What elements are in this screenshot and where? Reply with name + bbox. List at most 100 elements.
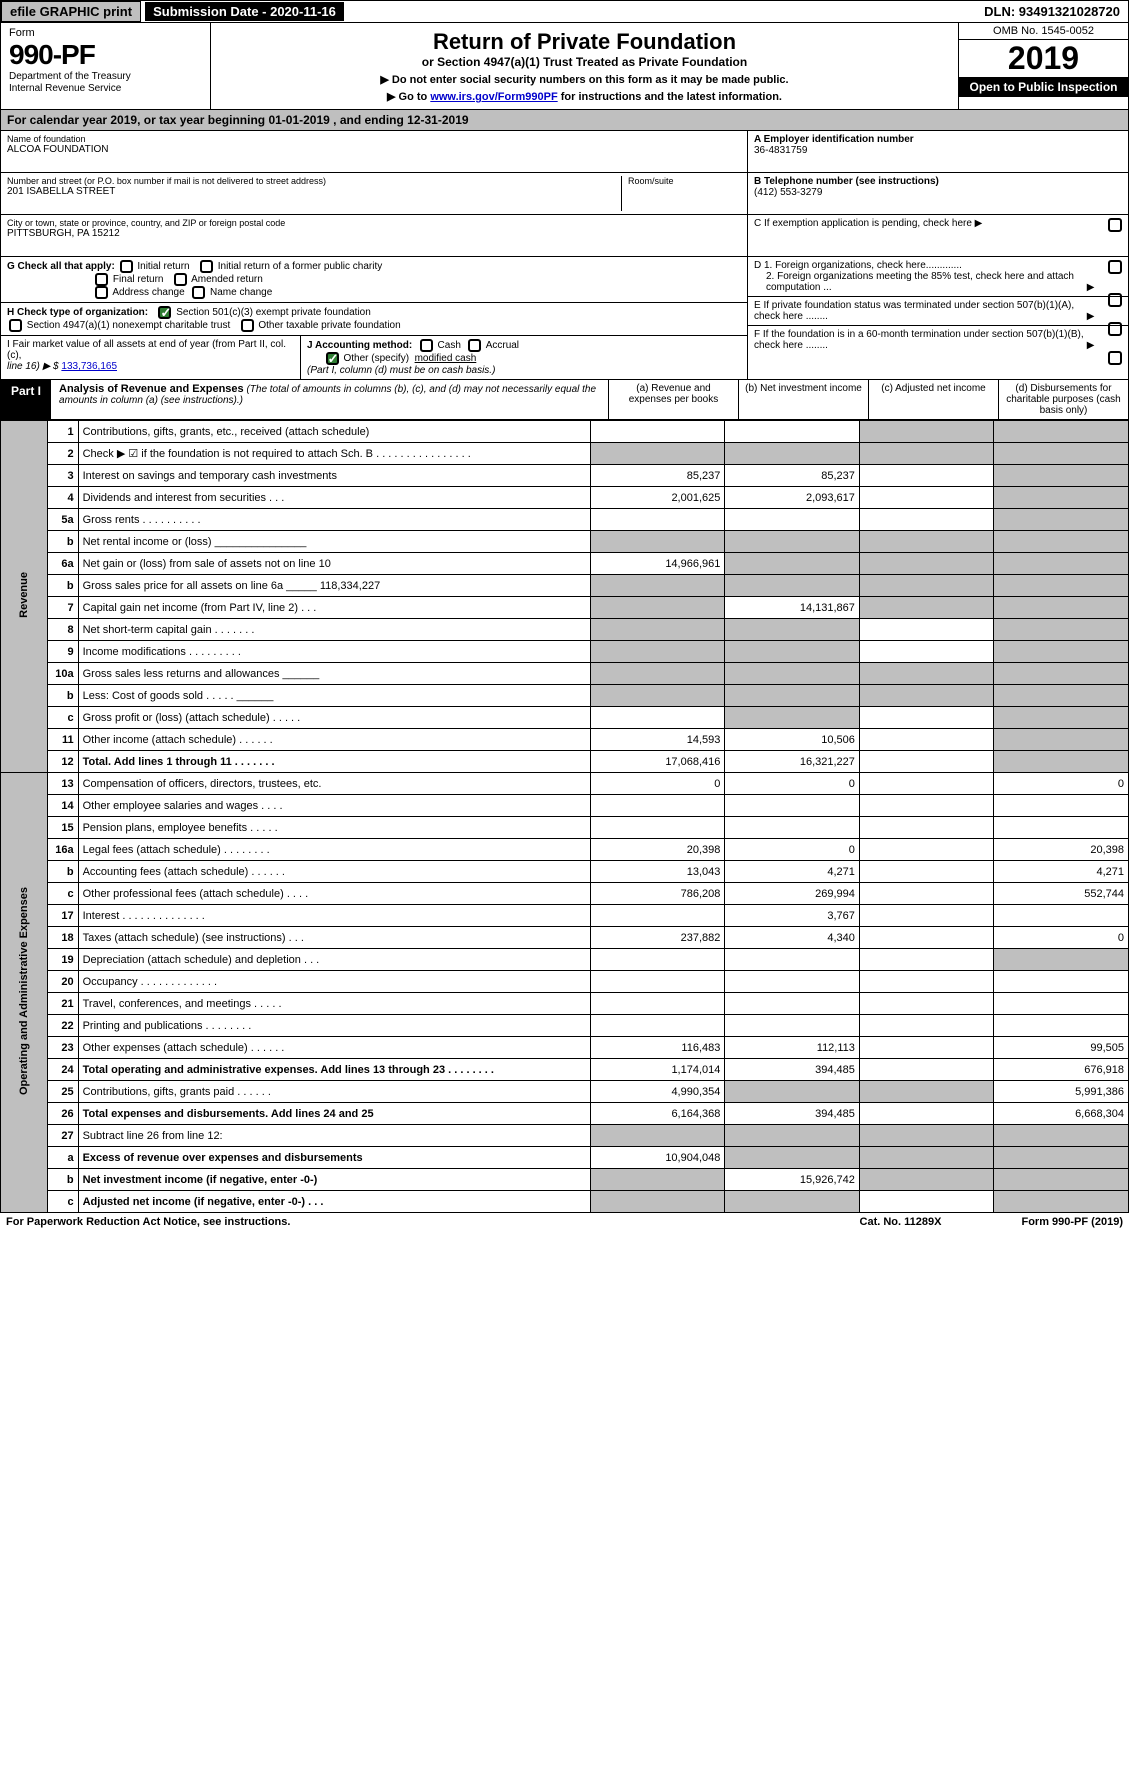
other-taxable-checkbox[interactable] — [241, 319, 254, 332]
line-number: 25 — [47, 1081, 78, 1103]
table-row: 8Net short-term capital gain . . . . . .… — [1, 619, 1129, 641]
line-value-a: 6,164,368 — [590, 1103, 725, 1125]
line-value-d — [994, 729, 1129, 751]
phone: (412) 553-3279 — [754, 187, 822, 198]
line-value-a — [590, 443, 725, 465]
line-value-d: 0 — [994, 927, 1129, 949]
table-row: 16aLegal fees (attach schedule) . . . . … — [1, 839, 1129, 861]
exemption-pending-checkbox[interactable] — [1108, 218, 1122, 232]
line-value-a — [590, 597, 725, 619]
amended-return-checkbox[interactable] — [174, 273, 187, 286]
address-label: Number and street (or P.O. box number if… — [7, 176, 621, 186]
line-value-b: 394,485 — [725, 1059, 860, 1081]
final-return-checkbox[interactable] — [95, 273, 108, 286]
line-value-d — [994, 443, 1129, 465]
line-description: Occupancy . . . . . . . . . . . . . — [78, 971, 590, 993]
footer: For Paperwork Reduction Act Notice, see … — [0, 1213, 1129, 1231]
60-month-checkbox[interactable] — [1108, 351, 1122, 365]
line-value-b — [725, 993, 860, 1015]
line-value-b — [725, 553, 860, 575]
table-row: 6aNet gain or (loss) from sale of assets… — [1, 553, 1129, 575]
header-left: Form 990-PF Department of the Treasury I… — [1, 23, 211, 109]
section-i: I Fair market value of all assets at end… — [1, 336, 301, 379]
line-value-c — [859, 883, 994, 905]
line-number: c — [47, 707, 78, 729]
line-number: 20 — [47, 971, 78, 993]
initial-return-former-checkbox[interactable] — [200, 260, 213, 273]
line-value-b — [725, 575, 860, 597]
line-value-b — [725, 971, 860, 993]
foreign-org-checkbox[interactable] — [1108, 260, 1122, 274]
line-value-a — [590, 1191, 725, 1213]
line-value-d — [994, 619, 1129, 641]
section-f: F If the foundation is in a 60-month ter… — [748, 326, 1128, 354]
line-value-d — [994, 751, 1129, 773]
line-value-a: 13,043 — [590, 861, 725, 883]
line-value-a — [590, 619, 725, 641]
line-description: Capital gain net income (from Part IV, l… — [78, 597, 590, 619]
line-value-c — [859, 575, 994, 597]
line-value-a — [590, 421, 725, 443]
line-description: Income modifications . . . . . . . . . — [78, 641, 590, 663]
table-row: 21Travel, conferences, and meetings . . … — [1, 993, 1129, 1015]
initial-return-checkbox[interactable] — [120, 260, 133, 273]
line-value-a — [590, 1125, 725, 1147]
line-value-c — [859, 597, 994, 619]
form990pf-link[interactable]: www.irs.gov/Form990PF — [430, 91, 557, 103]
status-terminated-checkbox[interactable] — [1108, 322, 1122, 336]
table-row: bAccounting fees (attach schedule) . . .… — [1, 861, 1129, 883]
line-value-a — [590, 575, 725, 597]
line-description: Accounting fees (attach schedule) . . . … — [78, 861, 590, 883]
line-value-d — [994, 905, 1129, 927]
ein-label: A Employer identification number — [754, 134, 914, 145]
line-value-a — [590, 949, 725, 971]
line-value-c — [859, 1059, 994, 1081]
foreign-85-checkbox[interactable] — [1108, 293, 1122, 307]
name-change-checkbox[interactable] — [192, 286, 205, 299]
efile-button[interactable]: efile GRAPHIC print — [1, 1, 141, 22]
line-value-b: 14,131,867 — [725, 597, 860, 619]
accrual-checkbox[interactable] — [468, 339, 481, 352]
line-number: b — [47, 1169, 78, 1191]
foundation-name: ALCOA FOUNDATION — [7, 144, 741, 155]
table-row: cOther professional fees (attach schedul… — [1, 883, 1129, 905]
line-description: Interest . . . . . . . . . . . . . . — [78, 905, 590, 927]
submission-date: Submission Date - 2020-11-16 — [145, 2, 344, 21]
part-1-label: Part I — [1, 380, 51, 419]
line-value-b — [725, 795, 860, 817]
line-value-d — [994, 487, 1129, 509]
form-header: Form 990-PF Department of the Treasury I… — [0, 23, 1129, 110]
line-description: Compensation of officers, directors, tru… — [78, 773, 590, 795]
line-value-d: 4,271 — [994, 861, 1129, 883]
header-center: Return of Private Foundation or Section … — [211, 23, 958, 109]
line-number: 4 — [47, 487, 78, 509]
line-value-b — [725, 1191, 860, 1213]
tax-year: 2019 — [959, 40, 1128, 77]
line-value-c — [859, 1191, 994, 1213]
footer-left: For Paperwork Reduction Act Notice, see … — [6, 1216, 290, 1228]
address-change-checkbox[interactable] — [95, 286, 108, 299]
line-value-b — [725, 421, 860, 443]
501c3-checkbox[interactable] — [158, 306, 171, 319]
line-value-c — [859, 465, 994, 487]
line-value-b — [725, 443, 860, 465]
line-number: a — [47, 1147, 78, 1169]
address: 201 ISABELLA STREET — [7, 186, 621, 197]
calendar-year-row: For calendar year 2019, or tax year begi… — [0, 110, 1129, 131]
cash-checkbox[interactable] — [420, 339, 433, 352]
table-row: 24Total operating and administrative exp… — [1, 1059, 1129, 1081]
line-value-a — [590, 817, 725, 839]
table-row: 26Total expenses and disbursements. Add … — [1, 1103, 1129, 1125]
line-number: 2 — [47, 443, 78, 465]
header-right: OMB No. 1545-0052 2019 Open to Public In… — [958, 23, 1128, 109]
fmv-link[interactable]: 133,736,165 — [61, 361, 117, 372]
line-value-d — [994, 1191, 1129, 1213]
line-value-d — [994, 993, 1129, 1015]
line-value-d — [994, 707, 1129, 729]
4947a1-checkbox[interactable] — [9, 319, 22, 332]
line-value-d — [994, 641, 1129, 663]
table-row: bGross sales price for all assets on lin… — [1, 575, 1129, 597]
line-number: 26 — [47, 1103, 78, 1125]
line-number: c — [47, 883, 78, 905]
other-method-checkbox[interactable] — [326, 352, 339, 365]
